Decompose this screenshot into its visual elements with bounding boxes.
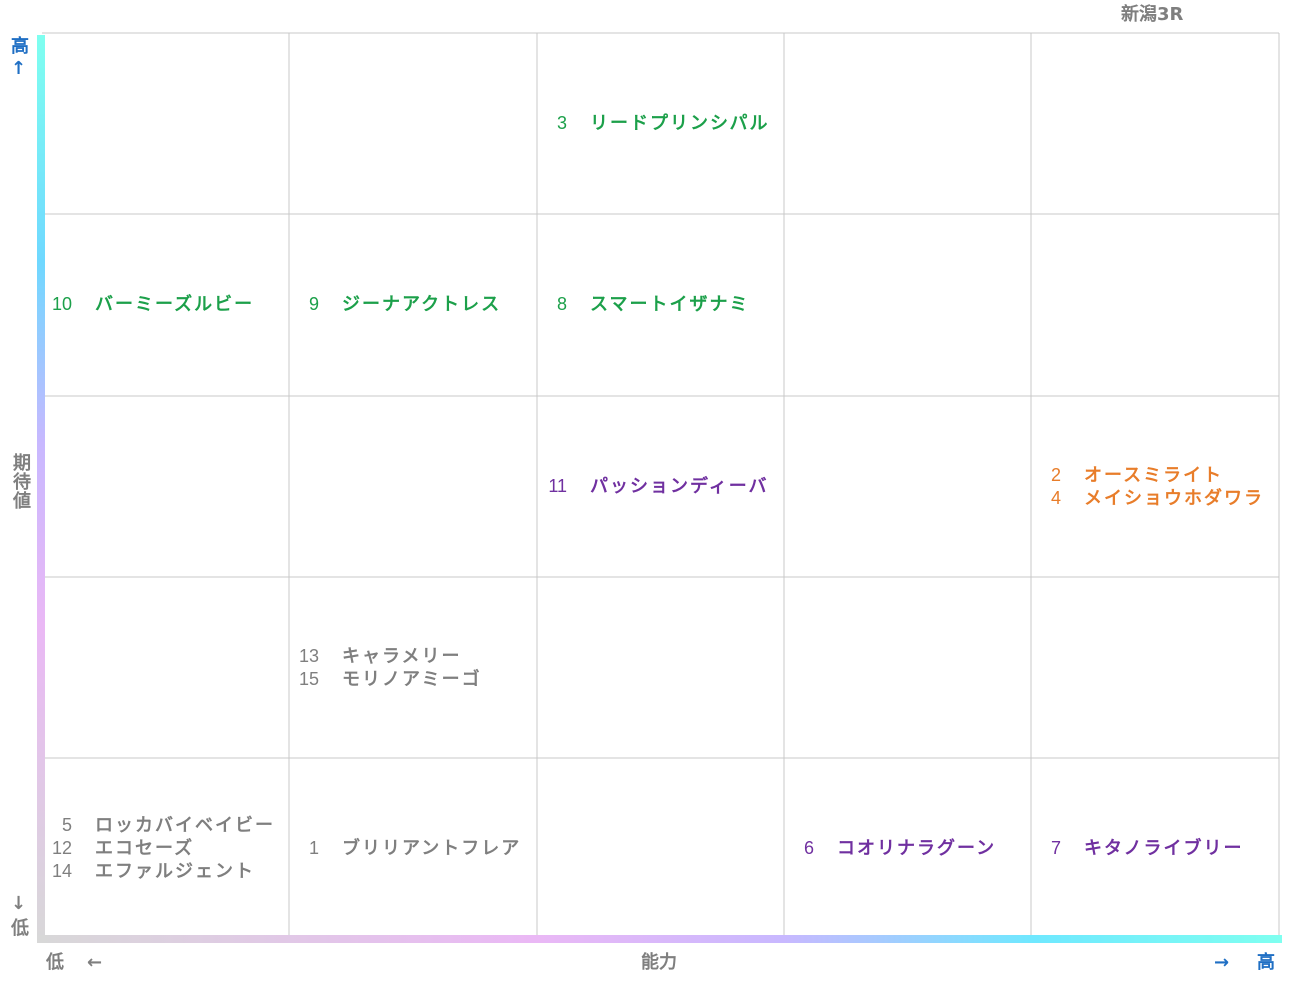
entry-number: 12 xyxy=(51,838,72,859)
entry-name: メイショウホダワラ xyxy=(1084,487,1264,509)
entry-name: キタノライブリー xyxy=(1084,838,1244,860)
entry-number: 13 xyxy=(298,645,319,666)
entry-number: 9 xyxy=(308,294,319,315)
entry-number: 4 xyxy=(1050,487,1061,508)
entry-number: 11 xyxy=(548,476,567,497)
entry-number: 15 xyxy=(298,668,319,689)
x-label: 能力 xyxy=(641,952,677,973)
entry-number: 7 xyxy=(1050,838,1061,859)
entry-name: オースミライト xyxy=(1084,464,1224,486)
title: 新潟3R xyxy=(1121,4,1184,25)
entry-name: ジーナアクトレス xyxy=(342,294,502,316)
entry-number: 6 xyxy=(803,838,814,859)
x-right: 高 xyxy=(1257,952,1275,973)
entry-name: バーミーズルビー xyxy=(95,294,255,316)
y-axis-bar xyxy=(37,35,45,943)
entry-number: 2 xyxy=(1050,464,1061,485)
entry-name: パッションディーバ xyxy=(590,476,769,498)
entry-name: コオリナラグーン xyxy=(837,838,997,860)
x-left: 低 xyxy=(46,952,64,973)
entry-number: 1 xyxy=(308,838,319,859)
x-axis-bar xyxy=(37,935,1282,943)
entry-name: エコセーズ xyxy=(95,838,195,860)
entry-name: ロッカバイベイビー xyxy=(95,815,275,837)
entry-name: モリノアミーゴ xyxy=(342,668,482,690)
y-bottom: 低 xyxy=(11,918,29,939)
x-left-arrow: ← xyxy=(87,952,103,973)
entry-name: エファルジェント xyxy=(95,861,255,883)
entry-number: 10 xyxy=(51,294,72,315)
y-top-arrow: ↑ xyxy=(11,58,27,79)
y-label: 期待値 xyxy=(10,453,31,510)
entry-number: 3 xyxy=(556,113,567,134)
x-right-arrow: → xyxy=(1214,952,1230,973)
entry-name: キャラメリー xyxy=(342,645,462,667)
y-top: 高 xyxy=(11,36,29,57)
y-bottom-arrow: ↓ xyxy=(11,893,27,914)
entry-name: ブリリアントフレア xyxy=(342,838,522,860)
grid xyxy=(42,32,1280,940)
entry-name: リードプリンシパル xyxy=(590,113,770,135)
entry-name: スマートイザナミ xyxy=(590,294,750,316)
entry-number: 8 xyxy=(556,294,567,315)
entry-number: 5 xyxy=(61,815,72,836)
entry-number: 14 xyxy=(51,861,72,882)
